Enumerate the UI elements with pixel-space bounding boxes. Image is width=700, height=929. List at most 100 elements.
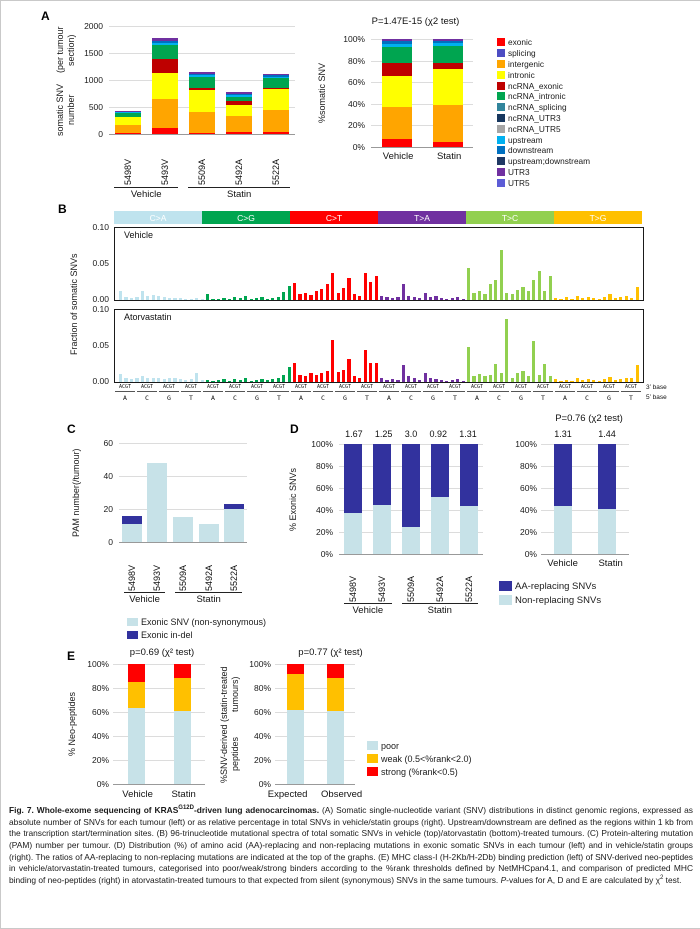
panel-d-right-title: P=0.76 (χ2 test) <box>555 413 623 424</box>
legend-swatch <box>497 38 505 47</box>
legend-swatch <box>497 157 505 166</box>
spectrum-bar <box>282 292 286 300</box>
bar-segment <box>173 664 191 679</box>
stacked-bar <box>326 664 344 784</box>
spectrum-bar <box>434 379 438 382</box>
bar-segment <box>226 116 253 132</box>
spectrum-bar <box>570 380 574 382</box>
spectrum-bar <box>510 294 514 300</box>
base-triplet-group: ACGT <box>115 384 135 392</box>
legend-item: ncRNA_intronic <box>497 91 590 102</box>
bar-segment <box>151 73 178 100</box>
bar-segment <box>188 71 215 74</box>
gridline <box>113 760 205 761</box>
legend-item: Non-replacing SNVs <box>499 593 601 607</box>
spectrum-bar <box>456 379 460 382</box>
spectrum-bar <box>244 296 248 300</box>
spectrum-bar <box>341 288 346 300</box>
bar-segment <box>401 444 420 527</box>
gridline <box>109 53 295 54</box>
panel-e-left-y-axis-label: % Neo-peptides <box>67 664 78 784</box>
caption-segment: G12D <box>178 805 194 812</box>
base-triplet-group: ACGT <box>335 384 355 392</box>
spectrum-bar <box>119 374 123 382</box>
bar-segment <box>127 708 145 784</box>
gridline <box>371 103 473 105</box>
bar-segment <box>127 664 145 683</box>
spectrum-bar <box>184 298 188 300</box>
spectrum-bar <box>369 363 373 382</box>
spectrum-bar <box>586 379 590 382</box>
gridline <box>541 444 629 445</box>
spectrum-bar <box>477 374 482 382</box>
gridline <box>275 760 355 761</box>
spectrum-bar <box>635 287 639 300</box>
spectrum-bar <box>233 297 237 300</box>
stacked-bar <box>198 443 219 542</box>
panel-e-right-title: p=0.77 (χ² test) <box>298 647 363 658</box>
stacked-bar <box>459 444 478 554</box>
y-axis-label-line: PAM number <box>71 484 81 537</box>
legend-label: ncRNA_splicing <box>508 102 567 113</box>
category-label-rotated: 5493V <box>377 575 388 602</box>
panel-d-right-y-ticks: 100% 80% 60% 40% 20% 0% <box>515 439 537 559</box>
legend-item: weak (0.5<%rank<2.0) <box>367 752 472 765</box>
spectrum-bar <box>352 294 356 300</box>
legend-swatch <box>497 59 505 68</box>
spectrum-bar <box>445 298 449 300</box>
bar-segment <box>226 93 253 96</box>
bar-segment <box>286 664 304 674</box>
mutation-class-header: T>A <box>378 211 466 224</box>
panel-a-right-plot <box>371 39 473 148</box>
spectrum-bar <box>390 297 395 300</box>
y-axis-label-line: %somatic SNV <box>317 62 327 124</box>
bar-segment <box>114 125 141 134</box>
legend-label: ncRNA_UTR5 <box>508 123 561 134</box>
panel-e-legend: poor weak (0.5<%rank<2.0) strong (%rank<0.… <box>367 739 472 778</box>
spectrum-bar <box>336 371 340 382</box>
spectrum-bar <box>309 373 313 382</box>
spectrum-bar <box>412 297 416 300</box>
spectrum-bar <box>630 377 634 382</box>
spectrum-bar <box>336 292 340 300</box>
base-triplet-group: ACGT <box>137 384 157 392</box>
spectrum-bar <box>157 378 161 382</box>
caption-segment: Fig. 7. Whole-exome sequencing of KRAS <box>9 805 179 815</box>
spectrum-bar <box>488 374 492 382</box>
spectrum-bar <box>271 297 275 300</box>
spectrum-bar <box>303 376 308 382</box>
legend-label: upstream <box>508 134 543 145</box>
bar-segment <box>263 87 290 90</box>
spectrum-bar <box>238 297 242 300</box>
spectrum-bar <box>369 282 373 300</box>
base-5prime-letter: T <box>453 394 457 402</box>
spectrum-bar <box>532 279 536 300</box>
spectrum-bar <box>586 297 590 300</box>
spectrum-bar <box>314 291 318 300</box>
bar-segment <box>381 107 412 140</box>
bar-segment <box>373 505 392 554</box>
panel-c-y-axis-label: PAM number (/tumour) <box>71 443 82 542</box>
legend-label: downstream <box>508 145 554 156</box>
spectrum-bar <box>597 298 601 300</box>
spectrum-bar <box>467 347 471 382</box>
bar-segment <box>151 40 178 43</box>
spectrum-bar <box>374 362 378 382</box>
legend-swatch <box>127 617 138 626</box>
gridline <box>371 60 473 62</box>
y-axis-label-line: %SNV-derived peptides <box>219 724 240 784</box>
base-triplet-group: ACGT <box>511 384 531 392</box>
spectrum-bar <box>167 378 172 382</box>
base-triplet-group: ACGT <box>555 384 575 392</box>
legend-label: splicing <box>508 48 536 59</box>
panel-d-label: D <box>290 422 299 436</box>
base-triplet-group: ACGT <box>423 384 443 392</box>
ratio-value: 1.44 <box>598 429 616 439</box>
bar-segment <box>432 46 463 63</box>
spectrum-bar <box>477 290 482 300</box>
legend-item: UTR5 <box>497 177 590 188</box>
bar-segment <box>381 75 412 108</box>
bar-segment <box>430 496 449 554</box>
spectrum-bar <box>564 297 569 300</box>
